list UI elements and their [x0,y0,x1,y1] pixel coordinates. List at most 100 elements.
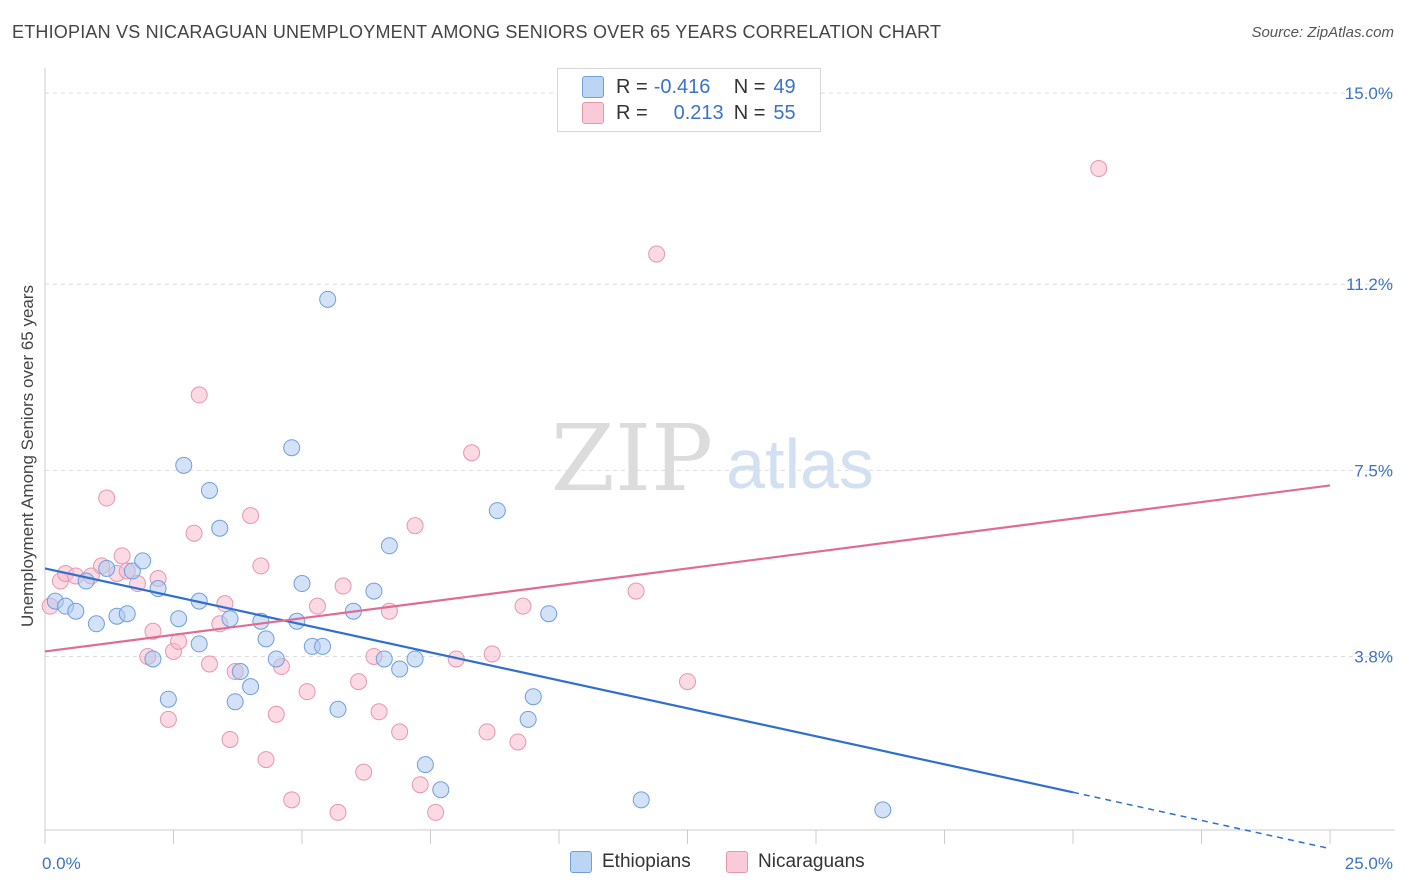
legend-n-label: N = [733,75,766,98]
ethiopian-point-20 [226,693,244,711]
nicaraguan-point-33 [334,577,352,595]
y-tick-label-1: 7.5% [1354,461,1393,480]
ethiopian-point-41 [488,502,506,520]
nicaraguan-point-17 [185,524,203,542]
ethiopian-point-24 [257,630,275,648]
ethiopian-point-18 [211,519,229,537]
ethiopian-point-34 [365,582,383,600]
nicaraguans-points [41,160,1108,821]
nicaraguan-point-51 [679,673,696,691]
legend-swatch-blue [570,851,592,873]
legend-row-nicaraguans: R = 0.213 N = 55 [582,101,796,125]
nicaraguan-point-37 [370,703,388,721]
legend-swatch-pink [582,102,604,124]
ethiopian-point-12 [159,690,177,708]
ethiopians-points [46,290,892,819]
nicaraguan-point-29 [283,791,301,809]
ethiopian-point-37 [391,660,409,678]
nicaraguan-point-48 [514,597,532,615]
gridlines [45,92,1395,657]
nicaraguan-point-49 [627,582,645,600]
ethiopian-point-46 [874,801,892,819]
legend-r-label: R = [616,75,648,98]
nicaraguan-point-25 [252,557,270,575]
ethiopian-point-21 [231,663,249,681]
x-tick-label-end: 25.0% [1345,854,1393,873]
ethiopian-point-38 [406,650,424,668]
ethiopian-point-13 [170,610,188,628]
ethiopian-point-2 [67,602,85,620]
ethiopian-point-15 [190,635,208,653]
source-label: Source: ZipAtlas.com [1251,24,1394,41]
nicaraguans-trend-line [44,484,1331,653]
nicaraguan-point-19 [200,655,218,673]
nicaraguan-point-41 [411,776,429,794]
ethiopian-point-31 [319,290,337,308]
y-tick-label-2: 11.2% [1346,275,1393,294]
ethiopian-point-5 [98,559,116,577]
ethiopian-point-43 [524,688,542,706]
nicaraguan-point-50 [648,245,666,263]
nicaraguan-point-8 [113,547,131,565]
ethiopian-point-17 [200,481,218,499]
legend-label-ethiopians: Ethiopians [602,851,691,872]
nicaraguan-point-34 [350,673,368,691]
nicaraguan-point-32 [329,803,347,821]
legend-r-value: -0.416 [653,75,711,98]
ethiopian-point-14 [175,456,193,474]
nicaraguan-point-22 [221,730,239,748]
legend-n-label: N = [733,101,766,124]
ethiopian-point-30 [314,637,332,655]
ethiopian-point-45 [632,791,650,809]
legend-label-nicaraguans: Nicaraguans [758,851,865,872]
legend-item-nicaraguans[interactable]: Nicaraguans [726,851,865,873]
ethiopian-point-40 [432,781,450,799]
ethiopian-point-39 [416,756,434,774]
ethiopian-point-22 [242,678,260,696]
ethiopian-point-8 [123,562,141,580]
nicaraguan-point-14 [159,710,177,728]
correlation-legend: R = -0.416 N = 49 R = 0.213 N = 55 [557,68,821,132]
nicaraguan-point-18 [190,386,208,404]
ethiopian-point-32 [329,700,347,718]
nicaraguan-point-52 [1090,160,1108,178]
ethiopian-point-26 [283,439,301,457]
legend-swatch-blue [582,76,604,98]
watermark-zip: ZIP [551,405,713,512]
nicaraguan-point-45 [478,723,496,741]
nicaraguan-point-30 [298,683,316,701]
nicaraguan-point-40 [406,517,424,535]
ethiopian-point-19 [221,610,239,628]
ethiopian-point-9 [134,552,152,570]
tick-labels: 3.8% 7.5% 11.2% 15.0% 0.0% 25.0% [42,84,1393,873]
nicaraguan-point-24 [242,507,260,525]
nicaraguan-point-42 [427,803,445,821]
nicaraguan-point-12 [144,622,162,640]
legend-swatch-pink [726,851,748,873]
nicaraguan-point-46 [483,645,501,663]
ethiopian-point-36 [380,537,398,555]
trend-lines [44,484,1331,850]
nicaraguan-point-6 [98,489,116,507]
nicaraguan-point-39 [391,723,409,741]
series-legend: Ethiopians Nicaraguans [0,851,1406,877]
legend-row-ethiopians: R = -0.416 N = 49 [582,75,796,99]
watermark-atlas: atlas [726,425,874,503]
y-tick-label-0: 3.8% [1354,647,1393,666]
nicaraguan-point-27 [267,705,285,723]
legend-item-ethiopians[interactable]: Ethiopians [570,851,691,873]
y-tick-label-3: 15.0% [1345,84,1393,103]
ethiopian-point-35 [375,650,393,668]
ethiopian-point-28 [293,575,311,593]
nicaraguan-point-44 [463,444,481,462]
nicaraguan-point-35 [355,763,373,781]
nicaraguan-point-31 [308,597,326,615]
ethiopian-point-42 [519,710,537,728]
ethiopian-point-44 [540,605,558,623]
legend-r-label: R = [616,101,648,124]
ethiopians-trend-line [44,567,1074,794]
nicaraguan-point-26 [257,751,275,769]
ethiopian-point-25 [267,650,285,668]
axes [44,68,1395,844]
